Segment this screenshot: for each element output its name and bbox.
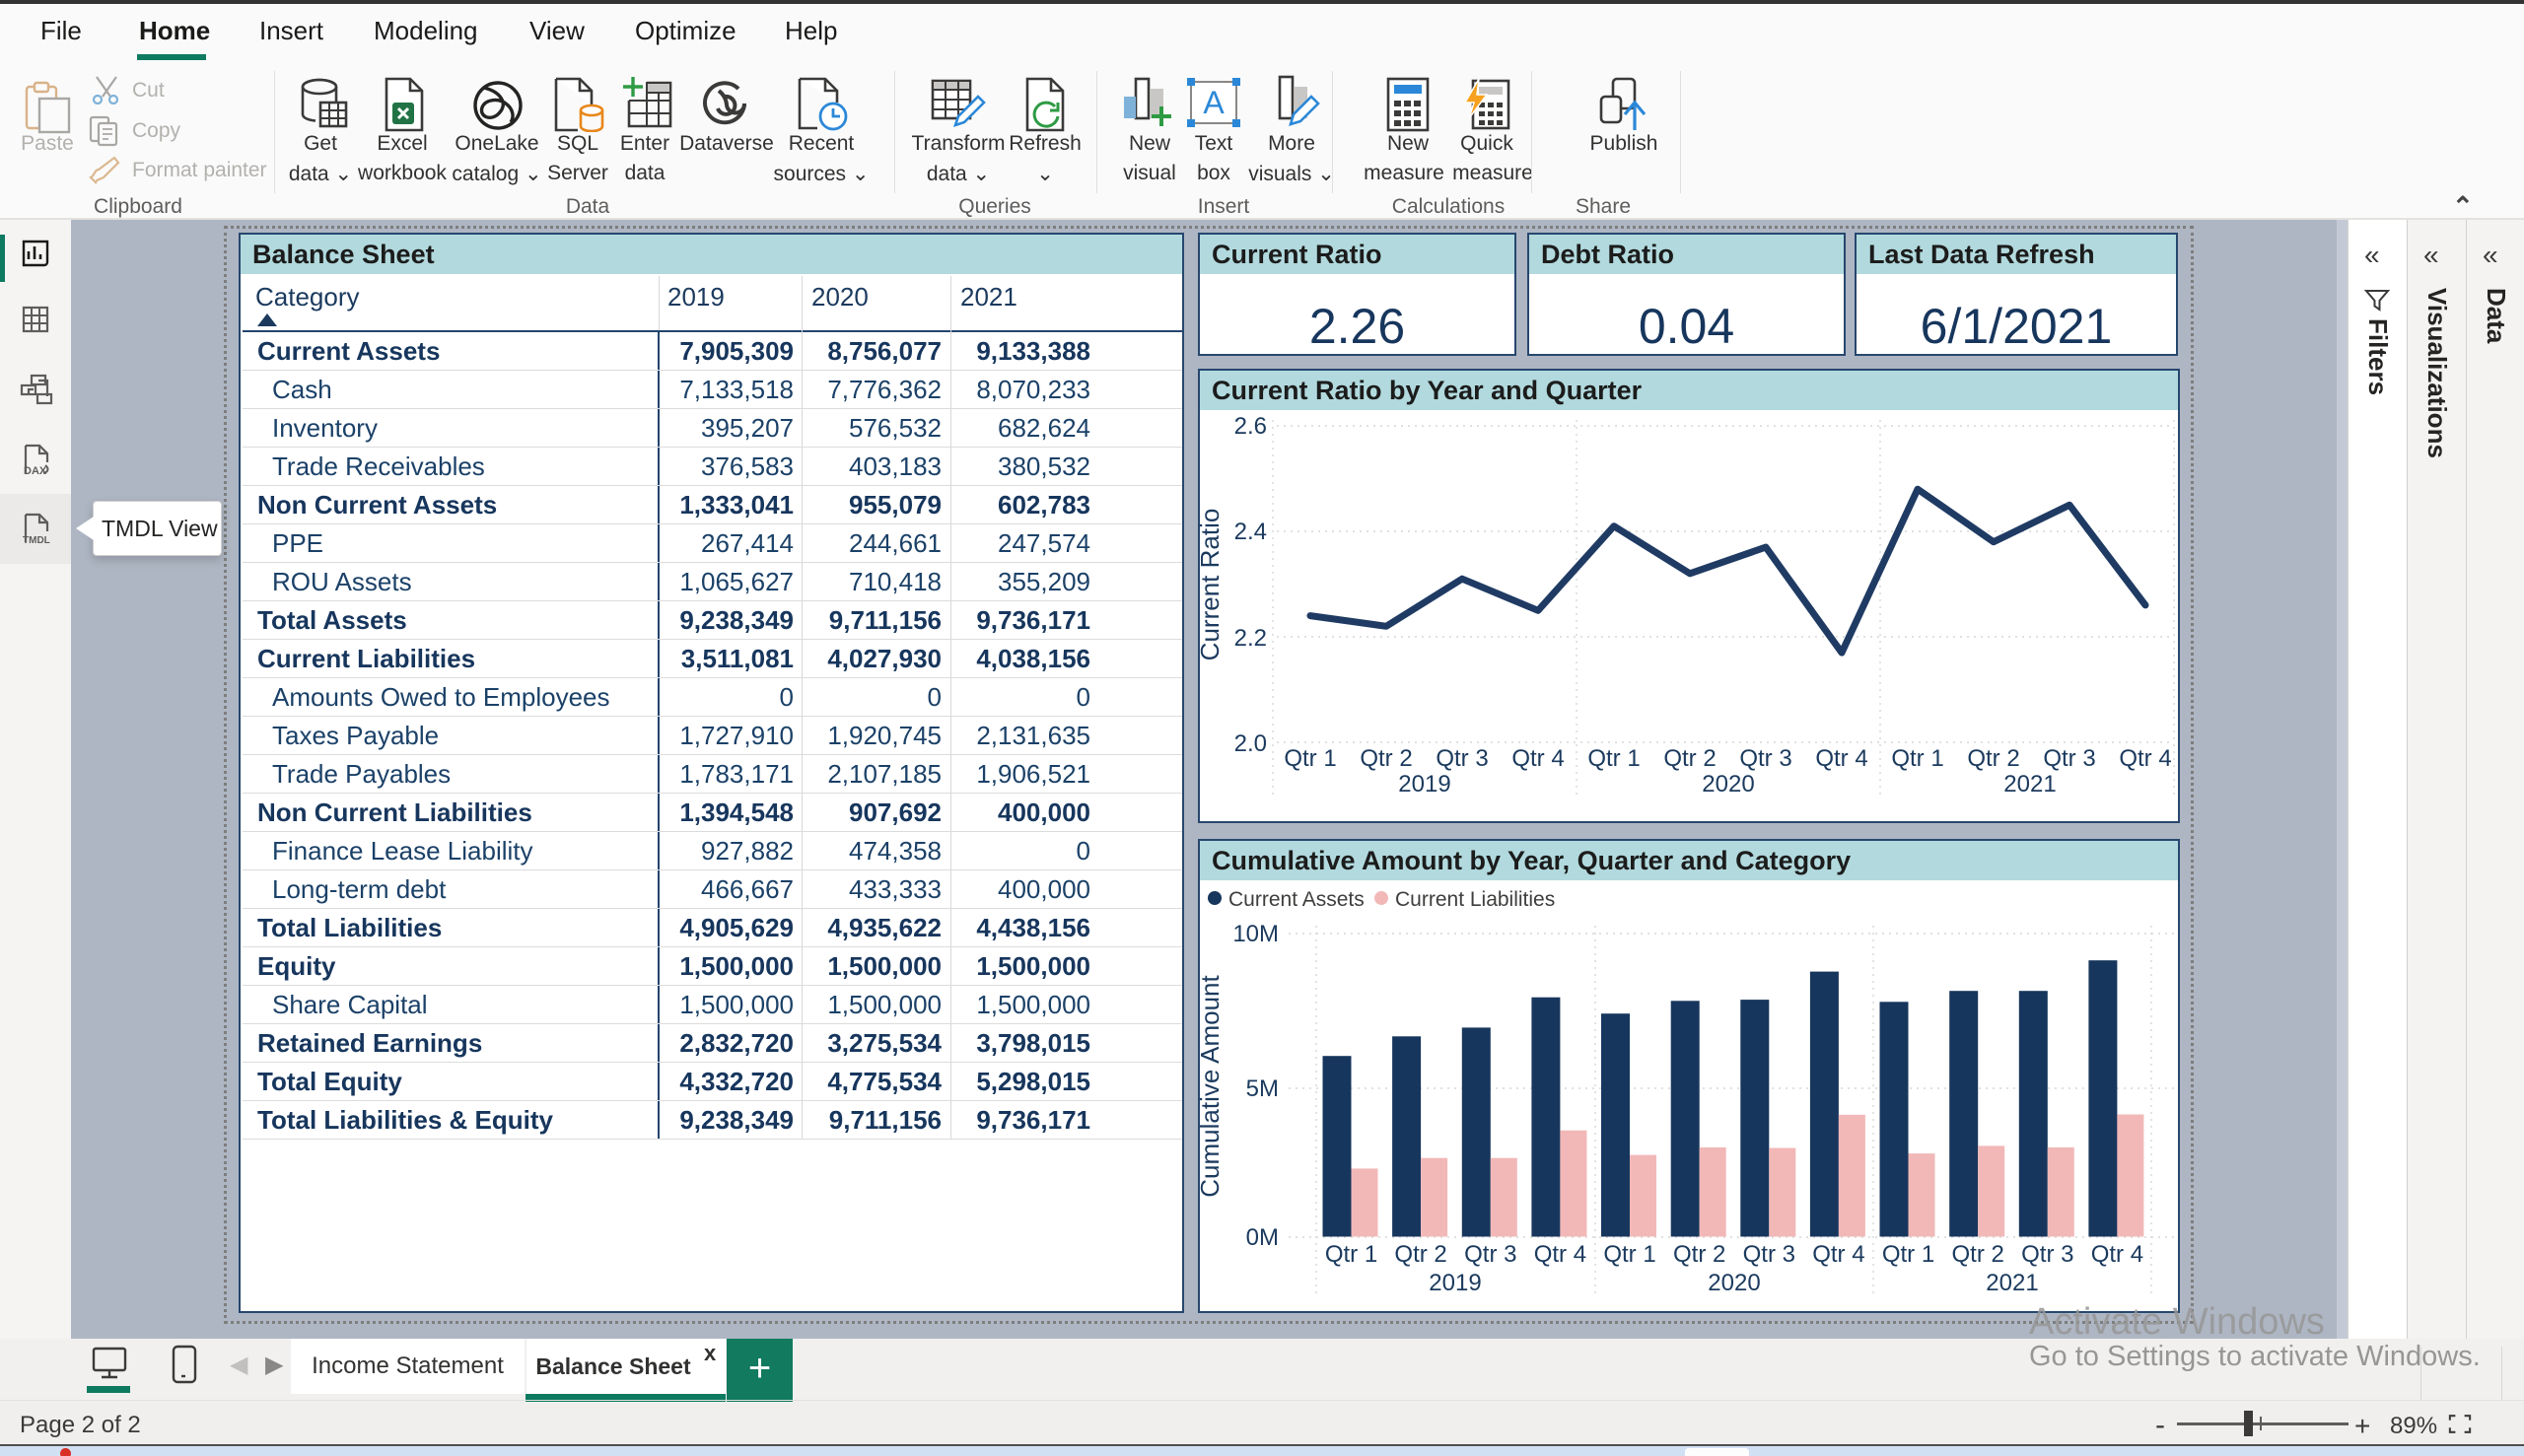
svg-text:Qtr 2: Qtr 2 (1360, 745, 1412, 772)
svg-text:Qtr 1: Qtr 1 (1603, 1241, 1655, 1268)
svg-text:DAX: DAX (24, 465, 47, 477)
svg-text:Qtr 4: Qtr 4 (1534, 1241, 1586, 1268)
svg-text:Qtr 4: Qtr 4 (1815, 745, 1867, 772)
svg-text:Qtr 4: Qtr 4 (1812, 1241, 1864, 1268)
svg-text:Qtr 3: Qtr 3 (2043, 745, 2095, 772)
svg-text:Qtr 1: Qtr 1 (1284, 745, 1336, 772)
svg-text:Qtr 2: Qtr 2 (1673, 1241, 1725, 1268)
svg-text:Current Assets: Current Assets (1228, 888, 1365, 911)
svg-text:Qtr 2: Qtr 2 (1967, 745, 2019, 772)
svg-text:2021: 2021 (1986, 1270, 2038, 1296)
svg-text:2019: 2019 (1429, 1270, 1481, 1296)
svg-text:Qtr 2: Qtr 2 (1952, 1241, 2004, 1268)
svg-text:Qtr 1: Qtr 1 (1325, 1241, 1377, 1268)
svg-text:Qtr 3: Qtr 3 (1436, 745, 1488, 772)
svg-text:10M: 10M (1232, 921, 1279, 947)
svg-text:Qtr 2: Qtr 2 (1394, 1241, 1446, 1268)
svg-text:TMDL: TMDL (23, 535, 50, 546)
svg-text:2021: 2021 (2003, 771, 2056, 797)
svg-text:Qtr 4: Qtr 4 (2119, 745, 2171, 772)
svg-text:Qtr 4: Qtr 4 (1511, 745, 1564, 772)
svg-text:2.4: 2.4 (1234, 519, 1267, 545)
svg-text:Qtr 1: Qtr 1 (1891, 745, 1943, 772)
svg-text:2.6: 2.6 (1234, 413, 1267, 440)
svg-text:Qtr 3: Qtr 3 (2021, 1241, 2073, 1268)
svg-text:2019: 2019 (1398, 771, 1450, 797)
svg-text:5M: 5M (1246, 1075, 1279, 1102)
svg-text:Qtr 1: Qtr 1 (1587, 745, 1640, 772)
svg-text:0M: 0M (1246, 1224, 1279, 1251)
svg-text:2020: 2020 (1708, 1270, 1760, 1296)
svg-text:Qtr 2: Qtr 2 (1663, 745, 1716, 772)
svg-text:A: A (1203, 85, 1225, 120)
svg-text:2020: 2020 (1702, 771, 1754, 797)
svg-text:Current Liabilities: Current Liabilities (1395, 888, 1555, 911)
svg-text:Qtr 1: Qtr 1 (1882, 1241, 1934, 1268)
svg-text:Qtr 3: Qtr 3 (1743, 1241, 1795, 1268)
svg-text:Qtr 4: Qtr 4 (2091, 1241, 2143, 1268)
svg-text:2.2: 2.2 (1234, 625, 1267, 652)
svg-text:Cumulative Amount: Cumulative Amount (1200, 975, 1225, 1198)
svg-text:Qtr 3: Qtr 3 (1739, 745, 1791, 772)
svg-text:2.0: 2.0 (1234, 730, 1267, 757)
svg-text:Current Ratio: Current Ratio (1200, 509, 1225, 661)
svg-text:Qtr 3: Qtr 3 (1464, 1241, 1516, 1268)
